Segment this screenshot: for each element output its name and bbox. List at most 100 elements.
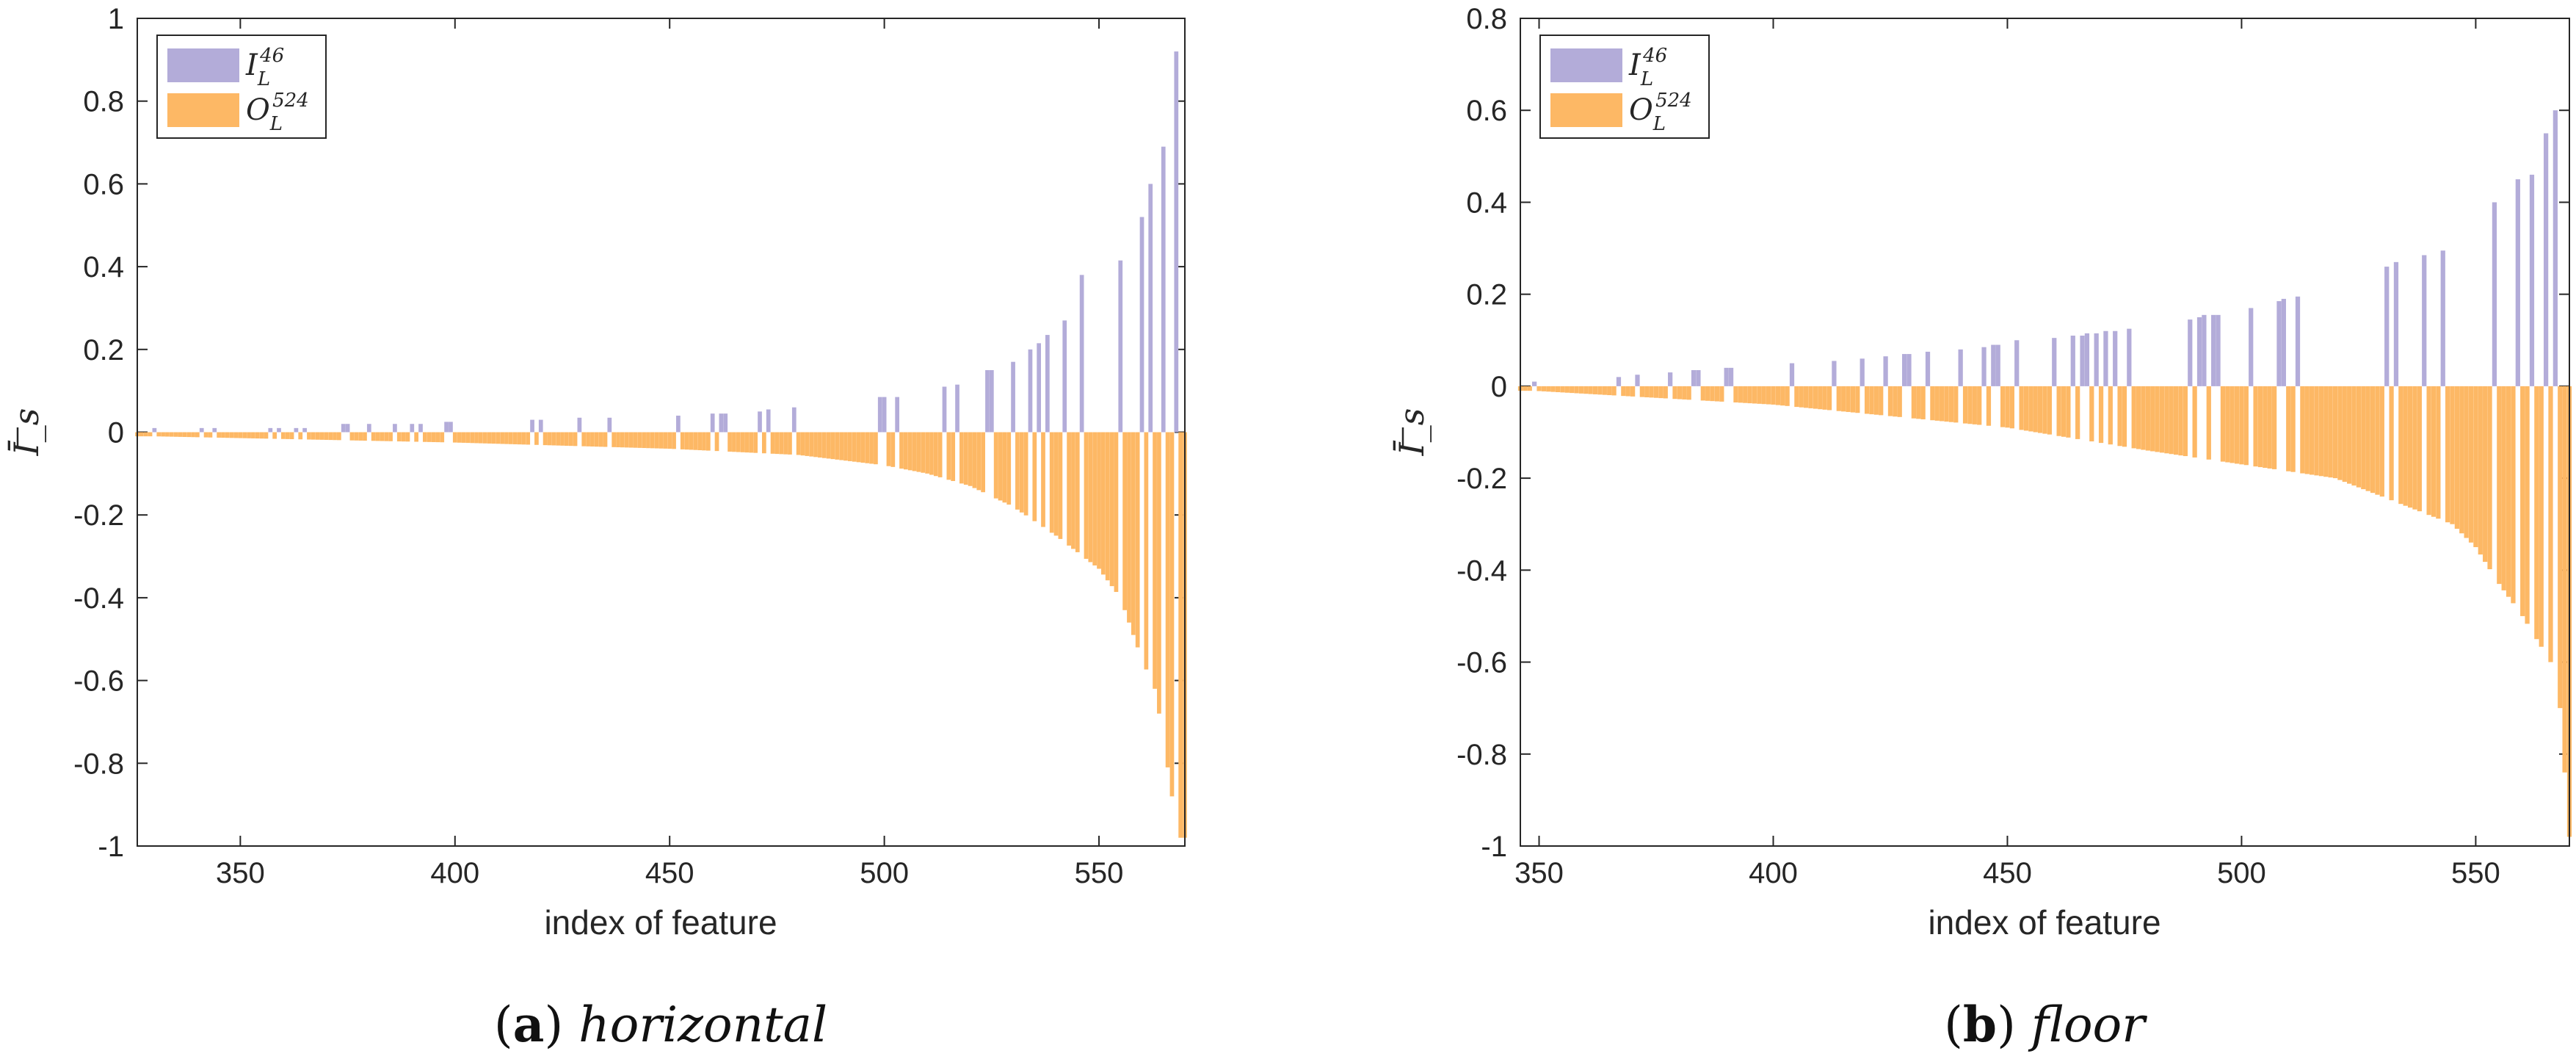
bar-outlier bbox=[251, 432, 255, 438]
bar-outlier bbox=[1705, 386, 1710, 401]
bar-outlier bbox=[388, 432, 393, 441]
bar-outlier bbox=[521, 432, 526, 445]
bar-outlier bbox=[929, 432, 934, 475]
bar-outlier bbox=[1597, 386, 1603, 395]
bar-outlier bbox=[830, 432, 835, 460]
bar-outlier bbox=[2356, 386, 2362, 488]
bar-outlier bbox=[1541, 386, 1547, 391]
caption-letter: b bbox=[1963, 996, 1997, 1053]
caption-subtitle: horizontal bbox=[578, 997, 827, 1053]
bar-outlier bbox=[2431, 386, 2437, 517]
bar-outlier bbox=[852, 432, 857, 462]
bar-outlier bbox=[1944, 386, 1949, 422]
bar-outlier bbox=[2342, 386, 2347, 482]
y-tick-label: -0.2 bbox=[73, 499, 124, 532]
bar-outlier bbox=[1527, 386, 1532, 391]
legend-swatch-outliers bbox=[1550, 93, 1622, 127]
bar-outlier bbox=[401, 432, 406, 442]
bar-outlier bbox=[2131, 386, 2136, 449]
bar-outlier bbox=[874, 432, 878, 465]
bar-outlier bbox=[2098, 386, 2104, 444]
bar-inlier bbox=[1079, 275, 1084, 433]
bar-outlier bbox=[543, 432, 548, 446]
bar-outlier bbox=[1785, 386, 1790, 406]
bar-outlier bbox=[1157, 432, 1161, 714]
bar-outlier bbox=[2263, 386, 2268, 469]
caption-letter: a bbox=[513, 996, 545, 1053]
bar-outlier bbox=[2464, 386, 2469, 538]
bar-outlier bbox=[2511, 386, 2516, 604]
bar-outlier bbox=[259, 432, 264, 439]
bar-outlier bbox=[1836, 386, 1841, 411]
bar-outlier bbox=[702, 432, 706, 451]
bar-outlier bbox=[1977, 386, 1982, 425]
bar-outlier bbox=[2089, 386, 2094, 442]
bar-outlier bbox=[2229, 386, 2235, 463]
legend: IL46 OL524 bbox=[156, 35, 327, 139]
bar-outlier bbox=[319, 432, 324, 440]
bar-outlier bbox=[1710, 386, 1715, 402]
bar-outlier bbox=[2351, 386, 2357, 486]
bar-outlier bbox=[440, 432, 445, 443]
bar-outlier bbox=[937, 432, 943, 477]
bar-outlier bbox=[479, 432, 483, 444]
bar-outlier bbox=[1911, 386, 1917, 419]
bar-outlier bbox=[968, 432, 973, 486]
bar-outlier bbox=[1019, 432, 1024, 513]
bar-inlier bbox=[2553, 110, 2558, 386]
bar-inlier bbox=[766, 409, 771, 433]
bar-outlier bbox=[333, 432, 337, 441]
bar-inlier bbox=[1728, 367, 1734, 386]
bar-outlier bbox=[2417, 386, 2422, 512]
bar-inlier bbox=[1118, 260, 1123, 433]
bar-inlier bbox=[1011, 361, 1015, 433]
bar-outlier bbox=[761, 432, 766, 454]
bar-outlier bbox=[2497, 386, 2502, 585]
bar-outlier bbox=[337, 432, 341, 441]
bar-outlier bbox=[1555, 386, 1561, 392]
bar-inlier bbox=[2422, 255, 2427, 386]
bar-inlier bbox=[199, 427, 204, 433]
bar-outlier bbox=[2271, 386, 2277, 469]
bar-outlier bbox=[646, 432, 650, 449]
bar-outlier bbox=[504, 432, 509, 444]
bar-outlier bbox=[431, 432, 436, 442]
bar-outlier bbox=[2375, 386, 2380, 495]
bar-inlier bbox=[882, 397, 887, 433]
bar-outlier bbox=[482, 432, 487, 444]
bar-outlier bbox=[1144, 432, 1149, 670]
bar-outlier bbox=[1766, 386, 1771, 405]
bar-outlier bbox=[788, 432, 792, 455]
legend-label-outliers: OL524 bbox=[1629, 90, 1692, 135]
bar-inlier bbox=[152, 427, 157, 433]
bar-outlier bbox=[2005, 386, 2010, 428]
bar-outlier bbox=[2042, 386, 2047, 434]
x-tick-label: 350 bbox=[1514, 857, 1564, 889]
legend-swatch-outliers bbox=[167, 93, 239, 127]
bar-outlier bbox=[2300, 386, 2305, 474]
bar-inlier bbox=[723, 413, 728, 433]
bar-outlier bbox=[1962, 386, 1968, 424]
bar-outlier bbox=[1967, 386, 1973, 424]
bar-outlier bbox=[2239, 386, 2244, 465]
bar-inlier bbox=[1045, 335, 1050, 433]
bar-outlier bbox=[1972, 386, 1977, 424]
bar-outlier bbox=[1940, 386, 1945, 422]
bar-outlier bbox=[1719, 386, 1724, 402]
legend-symbol: O bbox=[1629, 93, 1653, 127]
bar-inlier bbox=[393, 424, 397, 433]
bar-outlier bbox=[705, 432, 711, 451]
bar-inlier bbox=[418, 424, 423, 433]
y-tick-label: 0.6 bbox=[83, 168, 124, 200]
x-tick-label: 500 bbox=[860, 857, 909, 889]
bar-outlier bbox=[1733, 386, 1738, 402]
bar-outlier bbox=[1607, 386, 1612, 396]
bar-outlier bbox=[2037, 386, 2043, 433]
y-tick-labels: 0.8 0.6 0.4 0.2 0 -0.2 -0.4 -0.6 -0.8 -1 bbox=[1456, 3, 1507, 863]
bar-outlier bbox=[384, 432, 389, 441]
x-tick-label: 400 bbox=[1749, 857, 1798, 889]
bar-outlier bbox=[1700, 386, 1705, 401]
bar-inlier bbox=[2295, 296, 2301, 386]
bar-outlier bbox=[2318, 386, 2324, 477]
